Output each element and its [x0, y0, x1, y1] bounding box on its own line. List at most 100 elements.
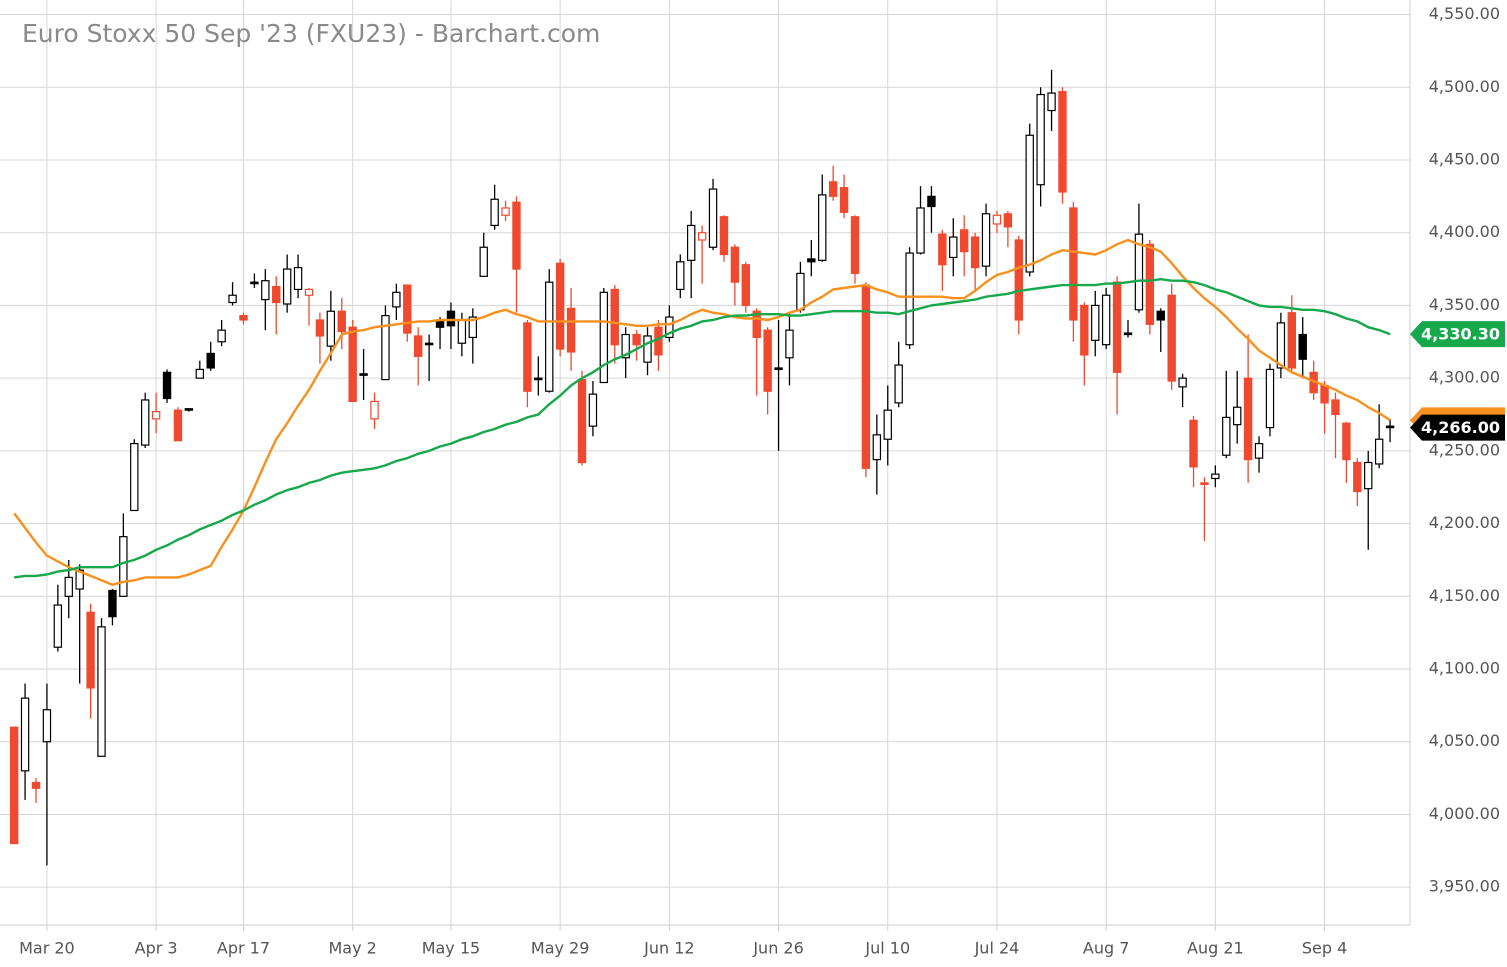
x-tick-label: Aug 7: [1083, 939, 1130, 958]
candle-body: [839, 187, 849, 213]
candle-body: [315, 319, 325, 337]
candle-body: [1123, 332, 1133, 336]
candle-body: [741, 264, 751, 307]
candle-body: [490, 198, 499, 227]
candle-body: [686, 224, 696, 261]
candle-body: [414, 335, 423, 357]
y-tick-label: 4,450.00: [1429, 149, 1500, 168]
candle-body: [1145, 243, 1155, 325]
candle-body: [1331, 399, 1340, 416]
candle-body: [708, 188, 718, 248]
candle-body: [272, 285, 281, 304]
x-tick-label: Jul 10: [864, 939, 910, 958]
candle-body: [905, 252, 914, 346]
candle-body: [250, 281, 259, 285]
candle-body: [1222, 416, 1231, 456]
candle-body: [577, 378, 587, 464]
moving-average: [14, 277, 1391, 579]
candle-body: [632, 333, 641, 346]
x-tick-label: Jun 26: [752, 939, 803, 958]
candle-body: [894, 364, 903, 404]
x-tick-label: Sep 4: [1302, 939, 1347, 958]
y-tick-label: 4,150.00: [1429, 586, 1500, 605]
candle-body: [457, 319, 467, 344]
candle-body: [1232, 406, 1242, 426]
y-tick-label: 4,300.00: [1429, 368, 1500, 387]
candle-body: [1167, 294, 1176, 382]
candle-body: [970, 236, 980, 269]
candle-body: [599, 291, 609, 384]
price-tag: [1410, 414, 1505, 441]
candle-body: [1047, 92, 1056, 112]
candle-body: [1101, 294, 1111, 346]
candle-body: [1353, 461, 1362, 493]
candle-body: [850, 216, 860, 275]
candle-body: [282, 268, 292, 305]
candle-body: [479, 246, 488, 277]
candle-body: [75, 569, 84, 590]
candle-body: [566, 307, 576, 353]
candle-body: [42, 709, 52, 743]
candle-body: [1091, 304, 1100, 341]
x-tick-label: Apr 3: [135, 939, 178, 958]
candle-body: [370, 400, 379, 420]
moving-average: [13, 238, 1391, 586]
candle-body: [1298, 333, 1307, 360]
candle-body: [261, 280, 270, 301]
candle-body: [949, 236, 958, 259]
candle-body: [883, 409, 892, 440]
candle-body: [424, 342, 434, 346]
candle-body: [228, 294, 237, 304]
candle-body: [151, 410, 161, 420]
candle-body: [1320, 384, 1329, 404]
candle-body: [1287, 312, 1296, 369]
candle-body: [337, 310, 346, 333]
candle-body: [774, 367, 783, 371]
y-tick-label: 4,100.00: [1429, 659, 1500, 678]
candle-body: [293, 267, 303, 291]
candle-body: [1364, 461, 1373, 490]
x-tick-label: Aug 21: [1187, 939, 1244, 958]
candle-body: [807, 258, 816, 263]
grid: [0, 0, 1410, 925]
candle-body: [665, 316, 674, 339]
candle-body: [173, 409, 183, 442]
candle-body: [1069, 207, 1078, 321]
candle-body: [403, 284, 412, 334]
y-tick-label: 4,550.00: [1429, 4, 1500, 23]
candle-body: [523, 322, 532, 392]
candle-body: [992, 214, 1002, 225]
y-tick-label: 4,050.00: [1429, 731, 1500, 750]
candle-body: [1385, 425, 1395, 429]
candle-body: [938, 233, 947, 266]
candle-body: [381, 315, 390, 381]
candle-body: [1243, 377, 1253, 461]
y-tick-label: 4,000.00: [1429, 804, 1500, 823]
candle-body: [828, 181, 838, 197]
candle-body: [359, 373, 368, 376]
candle-body: [763, 329, 772, 392]
candle-body: [326, 310, 336, 347]
candle-body: [719, 216, 729, 256]
candle-body: [239, 315, 248, 321]
candle-body: [1134, 233, 1144, 311]
candle-body: [446, 310, 456, 327]
candle-body: [796, 272, 805, 311]
candle-body: [217, 329, 226, 343]
candle-body: [1254, 442, 1264, 459]
candle-body: [676, 261, 685, 291]
candle-body: [1178, 377, 1187, 388]
candle-body: [1112, 281, 1122, 373]
x-tick-label: May 29: [531, 939, 590, 958]
candle-body: [9, 726, 19, 845]
chart-title: Euro Stoxx 50 Sep '23 (FXU23) - Barchart…: [22, 19, 600, 48]
candle-body: [534, 377, 543, 381]
candle-body: [468, 316, 478, 339]
candle-body: [512, 201, 521, 270]
x-tick-label: Apr 17: [217, 939, 270, 958]
candle-body: [1211, 473, 1220, 480]
candle-body: [818, 194, 827, 261]
candle-body: [872, 434, 882, 461]
plot-area: [9, 69, 1395, 866]
candle-body: [1276, 322, 1286, 369]
